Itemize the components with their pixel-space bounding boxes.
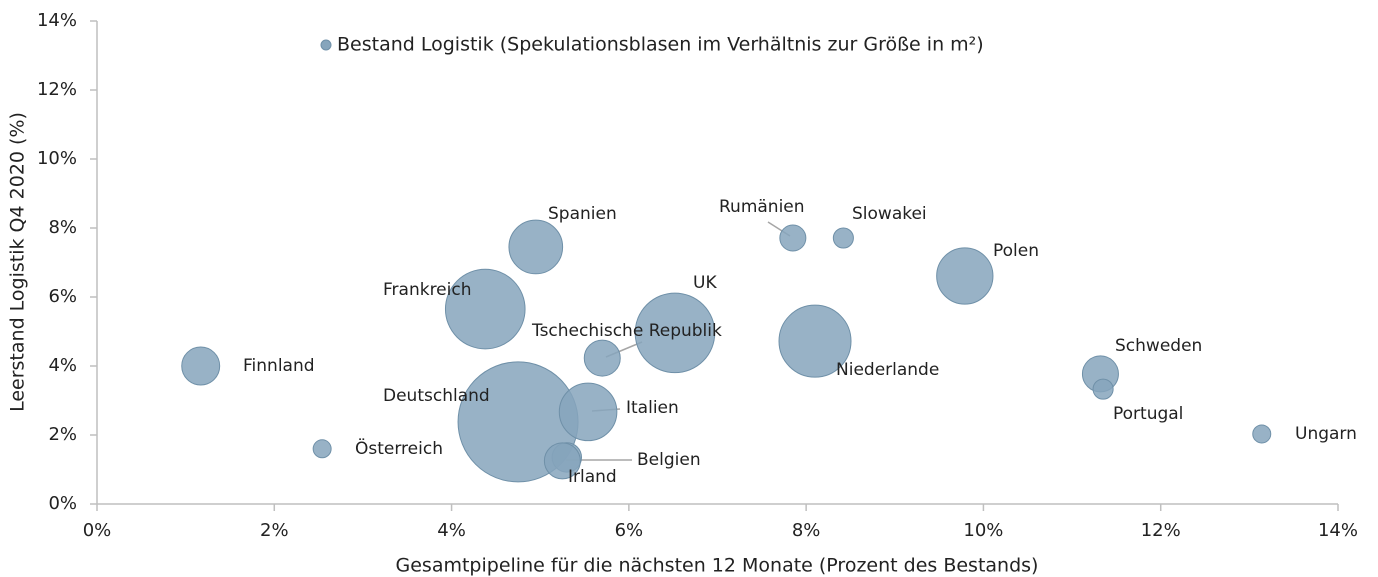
point-label: Italien [626, 398, 679, 418]
x-tick-label: 12% [1141, 520, 1181, 541]
y-tick-label: 6% [48, 286, 77, 307]
x-tick-label: 14% [1318, 520, 1358, 541]
point-label: Polen [993, 241, 1039, 261]
point-label: Irland [568, 467, 617, 487]
point-label: UK [693, 273, 717, 293]
bubble [936, 247, 994, 305]
bubble [312, 439, 332, 459]
bubble [832, 227, 854, 249]
y-axis-title: Leerstand Logistik Q4 2020 (%) [7, 112, 29, 412]
point-label: Slowakei [852, 204, 927, 224]
point-label: Ungarn [1295, 424, 1357, 444]
legend-marker [320, 39, 332, 51]
bubble [543, 442, 581, 480]
y-tick-label: 10% [37, 148, 77, 169]
x-tick-label: 4% [437, 520, 466, 541]
x-tick-label: 0% [83, 520, 112, 541]
point-label: Spanien [548, 204, 617, 224]
y-tick-label: 12% [37, 79, 77, 100]
point-label: Rumänien [719, 197, 805, 217]
bubble [508, 219, 564, 275]
bubble [558, 382, 618, 442]
bubble [1092, 378, 1114, 400]
x-tick-label: 2% [260, 520, 289, 541]
point-label: Schweden [1115, 336, 1202, 356]
point-label: Frankreich [383, 280, 472, 300]
x-tick-label: 10% [963, 520, 1003, 541]
bubble [181, 346, 221, 386]
point-label: Österreich [355, 437, 443, 459]
point-label: Deutschland [383, 386, 490, 406]
y-tick-label: 0% [48, 493, 77, 514]
x-axis-title: Gesamtpipeline für die nächsten 12 Monat… [396, 555, 1039, 577]
x-tick-label: 6% [615, 520, 644, 541]
point-label: Tschechische Republik [531, 321, 722, 341]
bubble [778, 304, 852, 378]
point-label: Belgien [637, 450, 701, 470]
bubble [444, 268, 526, 350]
point-label: Niederlande [836, 360, 939, 380]
point-label: Portugal [1113, 404, 1183, 424]
y-tick-label: 14% [37, 10, 77, 31]
y-tick-label: 8% [48, 217, 77, 238]
legend-label: Bestand Logistik (Spekulationsblasen im … [337, 34, 984, 56]
bubble [634, 292, 716, 374]
bubble [1252, 424, 1272, 444]
bubble [779, 224, 807, 252]
y-tick-label: 4% [48, 355, 77, 376]
x-tick-label: 8% [792, 520, 821, 541]
point-label: Finnland [243, 356, 315, 376]
y-tick-label: 2% [48, 424, 77, 445]
bubble [583, 339, 621, 377]
